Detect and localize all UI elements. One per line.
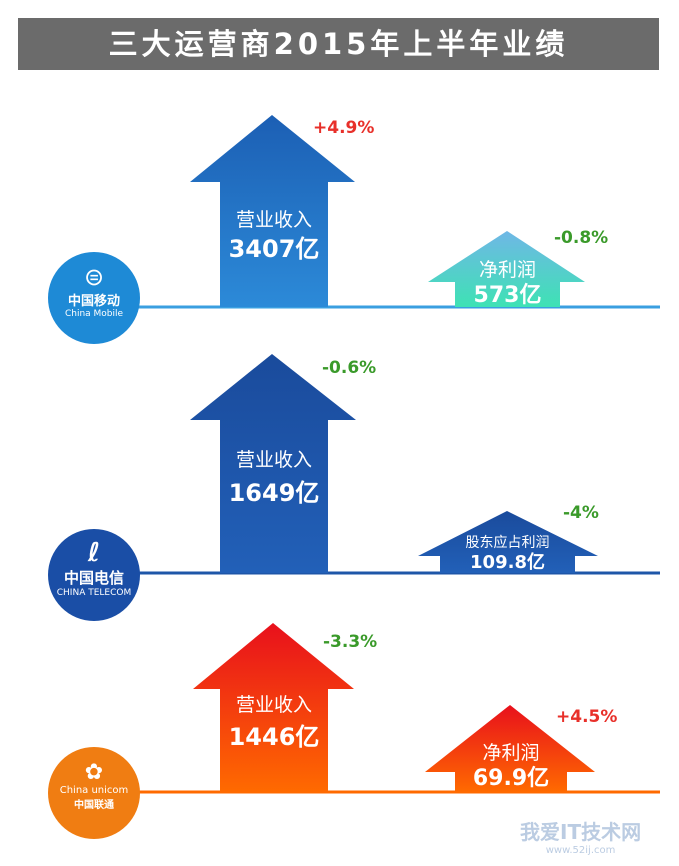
category-label: 净利润 (478, 259, 536, 281)
bar-revenue-telecom (190, 354, 356, 573)
company-name-en: CHINA TELECOM (56, 588, 132, 598)
bar-label-revenue-unicom: 营业收入 1446亿 (220, 690, 328, 757)
value-label: 1649亿 (228, 479, 320, 507)
bar-label-profit-telecom: 股东应占利润 109.8亿 (440, 532, 575, 574)
company-name-cn: 中国联通 (74, 800, 114, 811)
bar-label-profit-unicom: 净利润 69.9亿 (455, 738, 567, 793)
category-label: 股东应占利润 (465, 535, 550, 551)
china-mobile-logo-icon: ⊜ 中国移动 China Mobile (48, 252, 140, 344)
change-label: -0.8% (554, 228, 609, 248)
change-label: -3.3% (323, 632, 378, 652)
bar-profit-unicom (425, 705, 595, 792)
change-label: -0.6% (322, 358, 377, 378)
bar-revenue-mobile (190, 115, 355, 307)
value-label: 109.8亿 (470, 552, 545, 573)
company-name-en: China unicom (59, 785, 129, 796)
category-label: 净利润 (482, 742, 540, 764)
value-label: 69.9亿 (472, 766, 550, 791)
page-title: 三大运营商2015年上半年业绩 (18, 18, 659, 70)
bar-label-revenue-mobile: 营业收入 3407亿 (220, 205, 328, 266)
company-name-en: China Mobile (64, 309, 124, 319)
value-label: 573亿 (473, 283, 542, 308)
category-label: 营业收入 (235, 209, 312, 231)
change-label: -4% (563, 503, 599, 523)
watermark-text: 我爱IT技术网 (520, 820, 642, 844)
company-name-cn: 中国电信 (63, 569, 124, 587)
bar-profit-mobile (428, 231, 585, 307)
value-label: 3407亿 (228, 235, 320, 263)
category-label: 营业收入 (235, 694, 312, 716)
bar-label-revenue-telecom: 营业收入 1649亿 (220, 445, 328, 514)
bar-label-profit-mobile: 净利润 573亿 (455, 255, 560, 310)
watermark-url: www.52ij.com (545, 845, 616, 856)
category-label: 营业收入 (235, 449, 312, 471)
company-name-cn: 中国移动 (67, 294, 120, 309)
bar-profit-telecom (418, 511, 598, 573)
china-unicom-logo-icon: ✿ China unicom 中国联通 (48, 747, 140, 839)
change-label: +4.9% (313, 118, 375, 138)
change-label: +4.5% (556, 707, 618, 727)
watermark: 我爱IT技术网 www.52ij.com (520, 816, 641, 856)
bar-revenue-unicom (193, 623, 354, 792)
value-label: 1446亿 (228, 723, 320, 751)
china-telecom-logo-icon: ℓ 中国电信 CHINA TELECOM (48, 529, 140, 621)
